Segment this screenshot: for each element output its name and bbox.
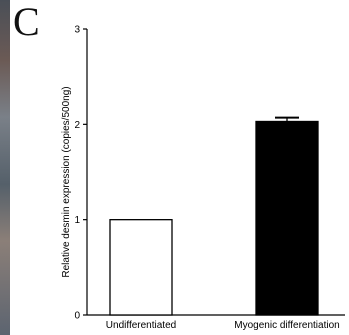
bar-1	[255, 120, 319, 316]
panel-label: C	[13, 0, 40, 44]
y-tick-label-1: 1	[74, 215, 80, 226]
x-category-label-0: Undifferentiated	[106, 320, 176, 331]
y-axis: 0 1 2 3	[74, 25, 88, 322]
bar-0	[109, 219, 173, 316]
x-category-label-1: Myogenic differentiation	[234, 320, 339, 331]
y-tick-label-2: 2	[74, 120, 80, 131]
background-photo-strip	[0, 0, 10, 335]
y-axis-title: Relative desmin expression (copies/500ng…	[61, 86, 72, 277]
bars	[109, 116, 319, 316]
x-axis: Undifferentiated Myogenic differentiation	[87, 314, 345, 331]
y-tick-label-3: 3	[74, 25, 80, 36]
y-tick-label-0: 0	[74, 311, 80, 322]
